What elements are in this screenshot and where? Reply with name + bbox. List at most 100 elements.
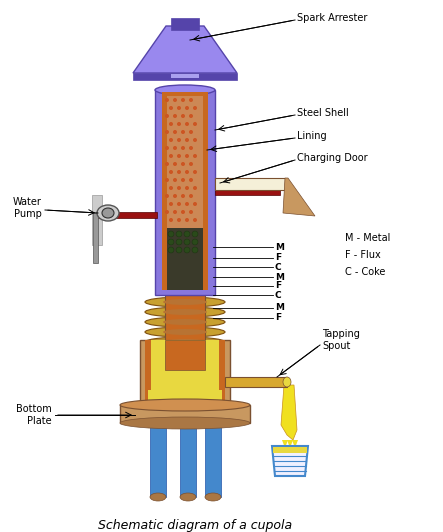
Ellipse shape xyxy=(169,202,173,206)
Text: C: C xyxy=(275,290,282,300)
Polygon shape xyxy=(287,440,293,448)
Text: Spark Arrester: Spark Arrester xyxy=(297,13,367,23)
Ellipse shape xyxy=(163,309,207,315)
Ellipse shape xyxy=(173,130,177,134)
Ellipse shape xyxy=(177,218,181,222)
Bar xyxy=(155,90,215,295)
Ellipse shape xyxy=(168,239,174,245)
Ellipse shape xyxy=(181,146,185,150)
Ellipse shape xyxy=(145,347,225,357)
Ellipse shape xyxy=(185,106,189,110)
Ellipse shape xyxy=(189,130,193,134)
Text: F: F xyxy=(275,313,281,322)
Ellipse shape xyxy=(165,114,169,118)
Ellipse shape xyxy=(184,247,190,253)
Ellipse shape xyxy=(169,106,173,110)
Ellipse shape xyxy=(185,202,189,206)
Text: C: C xyxy=(275,262,282,271)
Ellipse shape xyxy=(189,194,193,198)
Ellipse shape xyxy=(155,85,215,95)
Ellipse shape xyxy=(165,98,169,102)
Text: Charging Door: Charging Door xyxy=(297,153,368,163)
Ellipse shape xyxy=(173,178,177,182)
Ellipse shape xyxy=(165,210,169,214)
Bar xyxy=(203,92,208,290)
Ellipse shape xyxy=(185,170,189,174)
Ellipse shape xyxy=(168,247,174,253)
Polygon shape xyxy=(148,407,222,418)
Bar xyxy=(171,74,199,78)
Ellipse shape xyxy=(165,194,169,198)
Ellipse shape xyxy=(184,231,190,237)
Ellipse shape xyxy=(181,162,185,166)
Ellipse shape xyxy=(145,337,225,347)
Ellipse shape xyxy=(189,146,193,150)
Ellipse shape xyxy=(192,231,198,237)
Bar xyxy=(93,213,98,263)
Ellipse shape xyxy=(185,122,189,126)
Ellipse shape xyxy=(102,208,114,218)
Bar xyxy=(180,418,196,497)
Ellipse shape xyxy=(163,299,207,305)
Ellipse shape xyxy=(189,178,193,182)
Ellipse shape xyxy=(150,493,166,501)
Ellipse shape xyxy=(173,98,177,102)
Polygon shape xyxy=(151,365,219,395)
Polygon shape xyxy=(133,26,237,73)
Bar xyxy=(165,340,205,370)
Text: Tapping
Spout: Tapping Spout xyxy=(322,329,360,351)
Ellipse shape xyxy=(165,146,169,150)
Ellipse shape xyxy=(177,154,181,158)
Text: M - Metal: M - Metal xyxy=(345,233,390,243)
Ellipse shape xyxy=(176,239,182,245)
Ellipse shape xyxy=(189,98,193,102)
Bar xyxy=(167,96,203,228)
Text: Steel Shell: Steel Shell xyxy=(297,108,349,118)
Ellipse shape xyxy=(120,399,250,411)
Ellipse shape xyxy=(165,178,169,182)
Bar xyxy=(215,190,280,195)
Ellipse shape xyxy=(169,170,173,174)
Ellipse shape xyxy=(168,231,174,237)
Ellipse shape xyxy=(145,307,225,317)
Ellipse shape xyxy=(169,138,173,142)
Ellipse shape xyxy=(173,210,177,214)
Text: M: M xyxy=(275,303,284,312)
Ellipse shape xyxy=(180,493,196,501)
Bar xyxy=(162,92,167,290)
Bar xyxy=(167,228,203,290)
Bar xyxy=(97,212,157,218)
Polygon shape xyxy=(292,440,298,448)
Bar xyxy=(162,92,208,96)
Text: Water
Pump: Water Pump xyxy=(13,197,42,219)
Ellipse shape xyxy=(205,414,221,421)
Text: F - Flux: F - Flux xyxy=(345,250,381,260)
Text: Bottom
Plate: Bottom Plate xyxy=(16,404,52,426)
Ellipse shape xyxy=(169,154,173,158)
Ellipse shape xyxy=(185,186,189,190)
Text: C - Coke: C - Coke xyxy=(345,267,385,277)
Ellipse shape xyxy=(193,138,197,142)
Bar xyxy=(92,195,102,245)
Ellipse shape xyxy=(193,154,197,158)
Ellipse shape xyxy=(173,194,177,198)
Ellipse shape xyxy=(177,138,181,142)
Ellipse shape xyxy=(193,186,197,190)
Ellipse shape xyxy=(150,414,166,421)
Bar xyxy=(133,73,237,80)
Ellipse shape xyxy=(193,170,197,174)
Bar xyxy=(150,418,166,497)
Polygon shape xyxy=(282,440,288,448)
Ellipse shape xyxy=(173,162,177,166)
Bar xyxy=(219,340,225,415)
Ellipse shape xyxy=(169,218,173,222)
Ellipse shape xyxy=(189,210,193,214)
Bar xyxy=(145,340,151,415)
Ellipse shape xyxy=(185,138,189,142)
Bar xyxy=(171,18,199,30)
Ellipse shape xyxy=(193,122,197,126)
Text: M: M xyxy=(275,243,284,252)
Ellipse shape xyxy=(176,247,182,253)
Ellipse shape xyxy=(163,319,207,325)
Bar xyxy=(140,340,230,415)
